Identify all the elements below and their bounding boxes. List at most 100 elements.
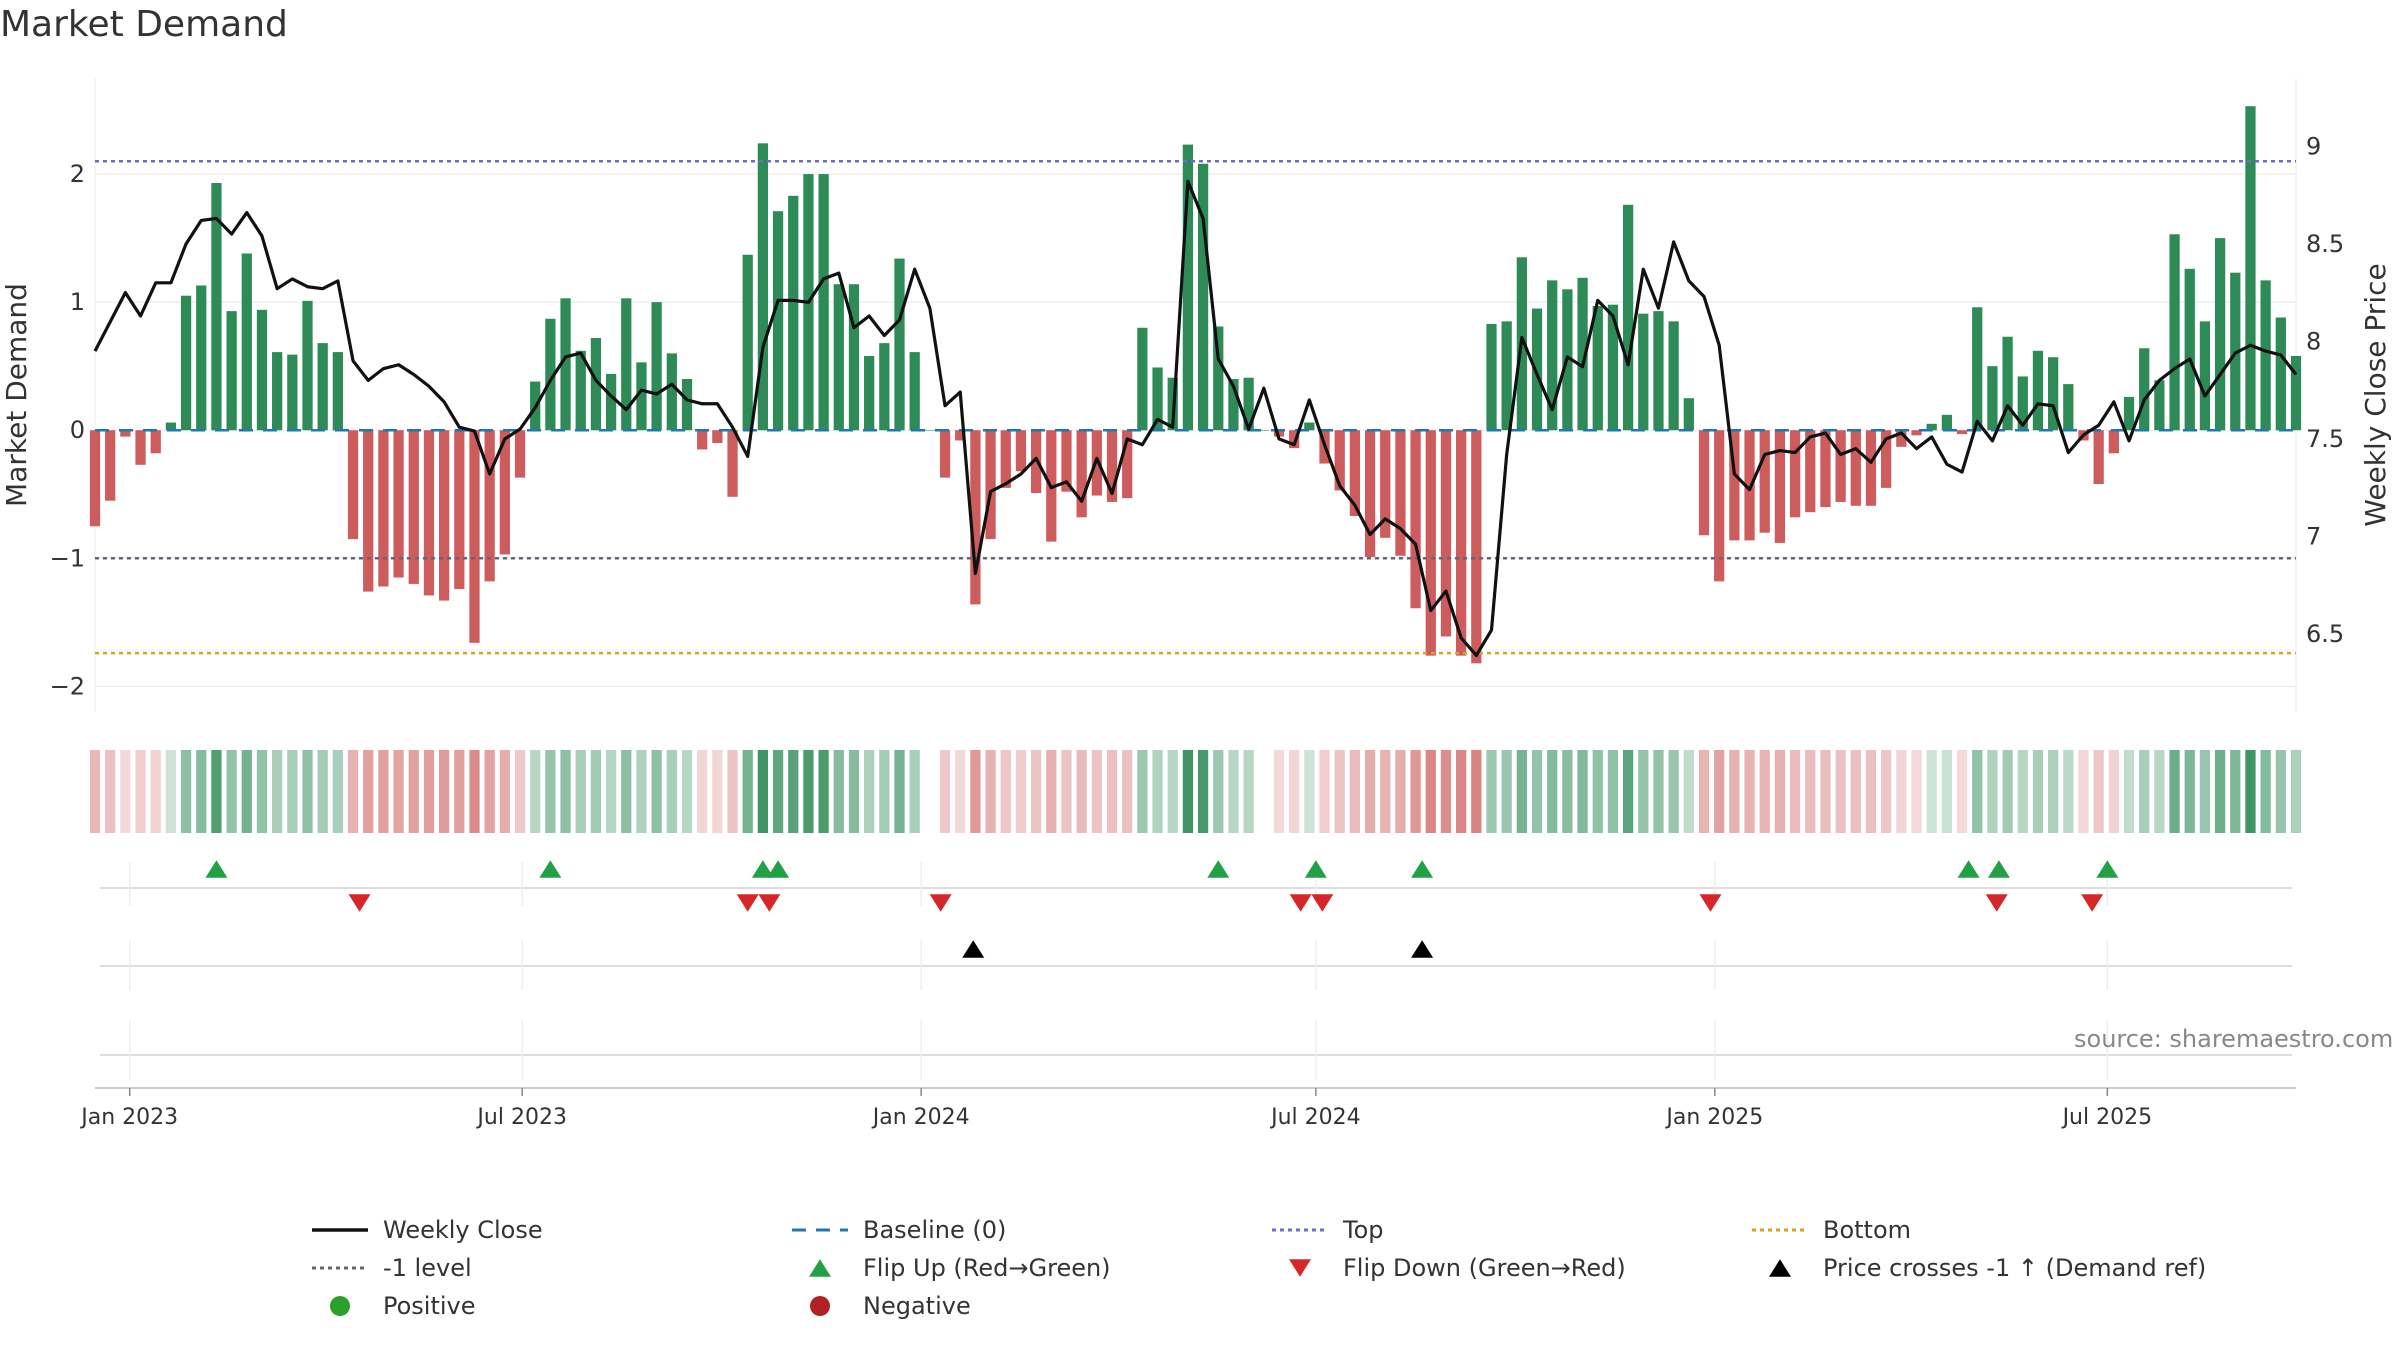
demand-bar bbox=[2154, 380, 2165, 431]
rating-strip-cell bbox=[211, 750, 222, 833]
x-tick-label: Jan 2024 bbox=[871, 1105, 970, 1130]
demand-bar bbox=[636, 362, 647, 431]
demand-bar bbox=[105, 430, 116, 501]
rating-strip-cell bbox=[514, 750, 526, 833]
rating-strip-cell bbox=[241, 750, 252, 833]
demand-bar bbox=[1987, 366, 1998, 431]
rating-strip-cell bbox=[1122, 750, 1133, 833]
flip-down-marker bbox=[1985, 894, 2008, 912]
rating-strip-cell bbox=[499, 750, 510, 833]
demand-bar bbox=[681, 378, 693, 431]
demand-bar bbox=[2063, 384, 2074, 431]
rating-strip-cell bbox=[317, 750, 328, 833]
rating-strip-cell bbox=[393, 750, 404, 833]
demand-bar bbox=[1865, 430, 1877, 506]
rating-strip-cell bbox=[1243, 750, 1254, 833]
demand-bar bbox=[302, 300, 313, 431]
demand-bar bbox=[2002, 336, 2013, 431]
rating-strip-cell bbox=[89, 750, 101, 833]
rating-strip-cell bbox=[1835, 750, 1846, 833]
rating-strip-cell bbox=[2048, 750, 2059, 833]
rating-strip-cell bbox=[1349, 750, 1361, 833]
demand-bar bbox=[909, 352, 920, 431]
rating-strip-cell bbox=[727, 750, 738, 833]
flip-down-marker bbox=[1289, 894, 1312, 912]
rating-strip-cell bbox=[1061, 750, 1072, 833]
legend-label: Weekly Close bbox=[383, 1216, 543, 1244]
rating-strip-cell bbox=[2108, 750, 2119, 833]
rating-strip-cell bbox=[454, 750, 465, 833]
demand-bar bbox=[1607, 304, 1619, 431]
rating-strip-cell bbox=[955, 750, 966, 833]
rating-strip-cell bbox=[1622, 750, 1634, 833]
demand-bar bbox=[2032, 350, 2044, 431]
rating-strip-cell bbox=[2214, 750, 2226, 833]
legend-label: Flip Up (Red→Green) bbox=[863, 1254, 1111, 1282]
demand-bar bbox=[848, 284, 860, 431]
rating-strip-cell bbox=[560, 750, 571, 833]
legend-label: Bottom bbox=[1823, 1216, 1912, 1244]
rating-strip-cell bbox=[1456, 750, 1467, 833]
demand-bar bbox=[499, 430, 510, 555]
rating-strip-cell bbox=[1698, 750, 1710, 833]
rating-strip-cell bbox=[651, 750, 662, 833]
rating-strip-cell bbox=[1668, 750, 1679, 833]
demand-bar bbox=[1926, 423, 1937, 431]
demand-bar bbox=[621, 298, 632, 431]
demand-bar bbox=[439, 430, 450, 601]
y2-tick-label: 7.5 bbox=[2306, 425, 2344, 453]
rating-strip-cell bbox=[1516, 750, 1527, 833]
demand-bar bbox=[1941, 414, 1952, 431]
rating-strip-cell bbox=[1805, 750, 1816, 833]
rating-strip-cell bbox=[1774, 750, 1786, 833]
legend-symbol bbox=[312, 1266, 368, 1270]
flip-up-marker bbox=[1987, 860, 2010, 878]
demand-bar bbox=[347, 430, 359, 540]
demand-bar bbox=[2139, 348, 2150, 431]
demand-bar bbox=[1000, 430, 1011, 488]
demand-bar bbox=[484, 430, 495, 582]
demand-bar bbox=[560, 298, 571, 431]
flip-down-marker bbox=[1699, 894, 1722, 912]
rating-strip-cell bbox=[1926, 750, 1937, 833]
rating-strip-cell bbox=[2169, 750, 2180, 833]
legend-label: -1 level bbox=[383, 1254, 472, 1282]
demand-bar bbox=[1364, 430, 1376, 558]
demand-bar bbox=[1152, 367, 1163, 431]
rating-strip-cell bbox=[256, 750, 268, 833]
rating-strip-cell bbox=[1395, 750, 1406, 833]
rating-strip-cell bbox=[1881, 750, 1892, 833]
legend-symbol bbox=[330, 1296, 350, 1316]
rating-strip-cell bbox=[1167, 750, 1178, 833]
demand-bar bbox=[2123, 396, 2135, 431]
rating-strip-cell bbox=[2002, 750, 2013, 833]
demand-bar bbox=[1714, 430, 1725, 582]
demand-bar bbox=[1228, 378, 1239, 431]
rating-strip-cell bbox=[803, 750, 814, 833]
demand-bar bbox=[211, 183, 222, 431]
rating-strip-cell bbox=[818, 750, 829, 833]
demand-bar bbox=[150, 430, 161, 454]
demand-bar bbox=[1638, 313, 1649, 431]
rating-strip-cell bbox=[1259, 750, 1269, 833]
rating-strip-cell bbox=[180, 750, 192, 833]
price-cross-marker bbox=[962, 940, 985, 958]
flip-up-marker bbox=[1207, 860, 1230, 878]
x-tick-label: Jul 2024 bbox=[1269, 1105, 1361, 1130]
demand-bar bbox=[2214, 238, 2226, 431]
demand-bar bbox=[1577, 277, 1588, 431]
y-tick-label: 2 bbox=[70, 160, 85, 188]
legend-label: Baseline (0) bbox=[863, 1216, 1007, 1244]
rating-strip-cell bbox=[621, 750, 632, 833]
price-cross-marker bbox=[1411, 940, 1434, 958]
flip-down-marker bbox=[758, 894, 781, 912]
rating-strip-cell bbox=[1987, 750, 1998, 833]
rating-strip-cell bbox=[1911, 750, 1922, 833]
demand-bar bbox=[120, 430, 131, 437]
demand-bar bbox=[2275, 317, 2286, 431]
demand-bar bbox=[1896, 430, 1907, 447]
demand-bar bbox=[712, 430, 723, 444]
demand-bar bbox=[1881, 430, 1892, 488]
x-tick-label: Jan 2025 bbox=[1664, 1105, 1763, 1130]
demand-bar bbox=[1835, 430, 1846, 502]
